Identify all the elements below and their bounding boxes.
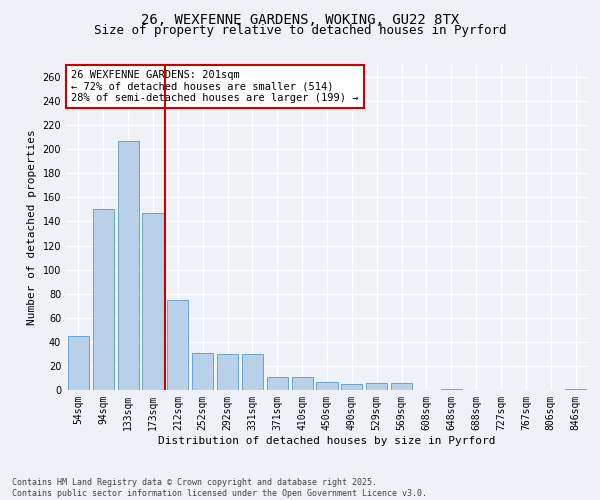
Y-axis label: Number of detached properties: Number of detached properties bbox=[27, 130, 37, 326]
Bar bbox=[292, 377, 313, 390]
Bar bbox=[441, 389, 462, 390]
Bar bbox=[118, 141, 139, 390]
Bar bbox=[93, 210, 114, 390]
Bar bbox=[242, 354, 263, 390]
Bar bbox=[192, 352, 213, 390]
Text: Size of property relative to detached houses in Pyrford: Size of property relative to detached ho… bbox=[94, 24, 506, 37]
Bar bbox=[142, 213, 164, 390]
Bar bbox=[341, 384, 362, 390]
Bar bbox=[316, 382, 338, 390]
Bar bbox=[366, 383, 387, 390]
Bar bbox=[267, 377, 288, 390]
Bar bbox=[68, 336, 89, 390]
Bar bbox=[391, 383, 412, 390]
Bar bbox=[565, 389, 586, 390]
Text: 26, WEXFENNE GARDENS, WOKING, GU22 8TX: 26, WEXFENNE GARDENS, WOKING, GU22 8TX bbox=[141, 12, 459, 26]
Text: 26 WEXFENNE GARDENS: 201sqm
← 72% of detached houses are smaller (514)
28% of se: 26 WEXFENNE GARDENS: 201sqm ← 72% of det… bbox=[71, 70, 359, 103]
Bar bbox=[167, 300, 188, 390]
Text: Contains HM Land Registry data © Crown copyright and database right 2025.
Contai: Contains HM Land Registry data © Crown c… bbox=[12, 478, 427, 498]
Bar bbox=[217, 354, 238, 390]
X-axis label: Distribution of detached houses by size in Pyrford: Distribution of detached houses by size … bbox=[158, 436, 496, 446]
